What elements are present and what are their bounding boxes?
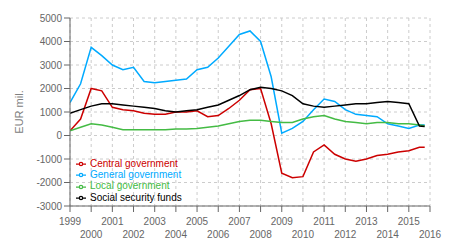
svg-text:-1000: -1000 xyxy=(36,154,62,165)
svg-text:EUR mil.: EUR mil. xyxy=(13,90,25,133)
svg-text:2006: 2006 xyxy=(207,229,230,240)
svg-text:2009: 2009 xyxy=(271,216,294,227)
svg-text:2014: 2014 xyxy=(377,229,400,240)
svg-text:2013: 2013 xyxy=(355,216,378,227)
svg-text:2005: 2005 xyxy=(186,216,209,227)
svg-text:2007: 2007 xyxy=(228,216,251,227)
svg-text:2000: 2000 xyxy=(40,83,63,94)
svg-text:2003: 2003 xyxy=(144,216,167,227)
svg-text:-2000: -2000 xyxy=(36,177,62,188)
svg-text:1999: 1999 xyxy=(59,216,82,227)
svg-text:-3000: -3000 xyxy=(36,201,62,212)
svg-text:2000: 2000 xyxy=(80,229,103,240)
svg-text:0: 0 xyxy=(56,130,62,141)
svg-text:2011: 2011 xyxy=(313,216,335,227)
svg-text:2004: 2004 xyxy=(165,229,188,240)
svg-text:2010: 2010 xyxy=(292,229,315,240)
svg-text:4000: 4000 xyxy=(40,36,63,47)
html-text:Central government: Central government xyxy=(90,157,178,169)
svg-text:2002: 2002 xyxy=(122,229,145,240)
html-text:General government: General government xyxy=(90,168,182,180)
svg-text:3000: 3000 xyxy=(40,60,63,71)
svg-text:2001: 2001 xyxy=(101,216,124,227)
svg-text:2016: 2016 xyxy=(419,229,442,240)
html-text:Social security funds: Social security funds xyxy=(90,191,182,203)
svg-text:2012: 2012 xyxy=(334,229,357,240)
svg-text:1000: 1000 xyxy=(40,107,63,118)
svg-text:2008: 2008 xyxy=(249,229,272,240)
svg-text:5000: 5000 xyxy=(40,13,63,24)
html-text:Local government: Local government xyxy=(90,180,170,192)
svg-text:2015: 2015 xyxy=(398,216,421,227)
